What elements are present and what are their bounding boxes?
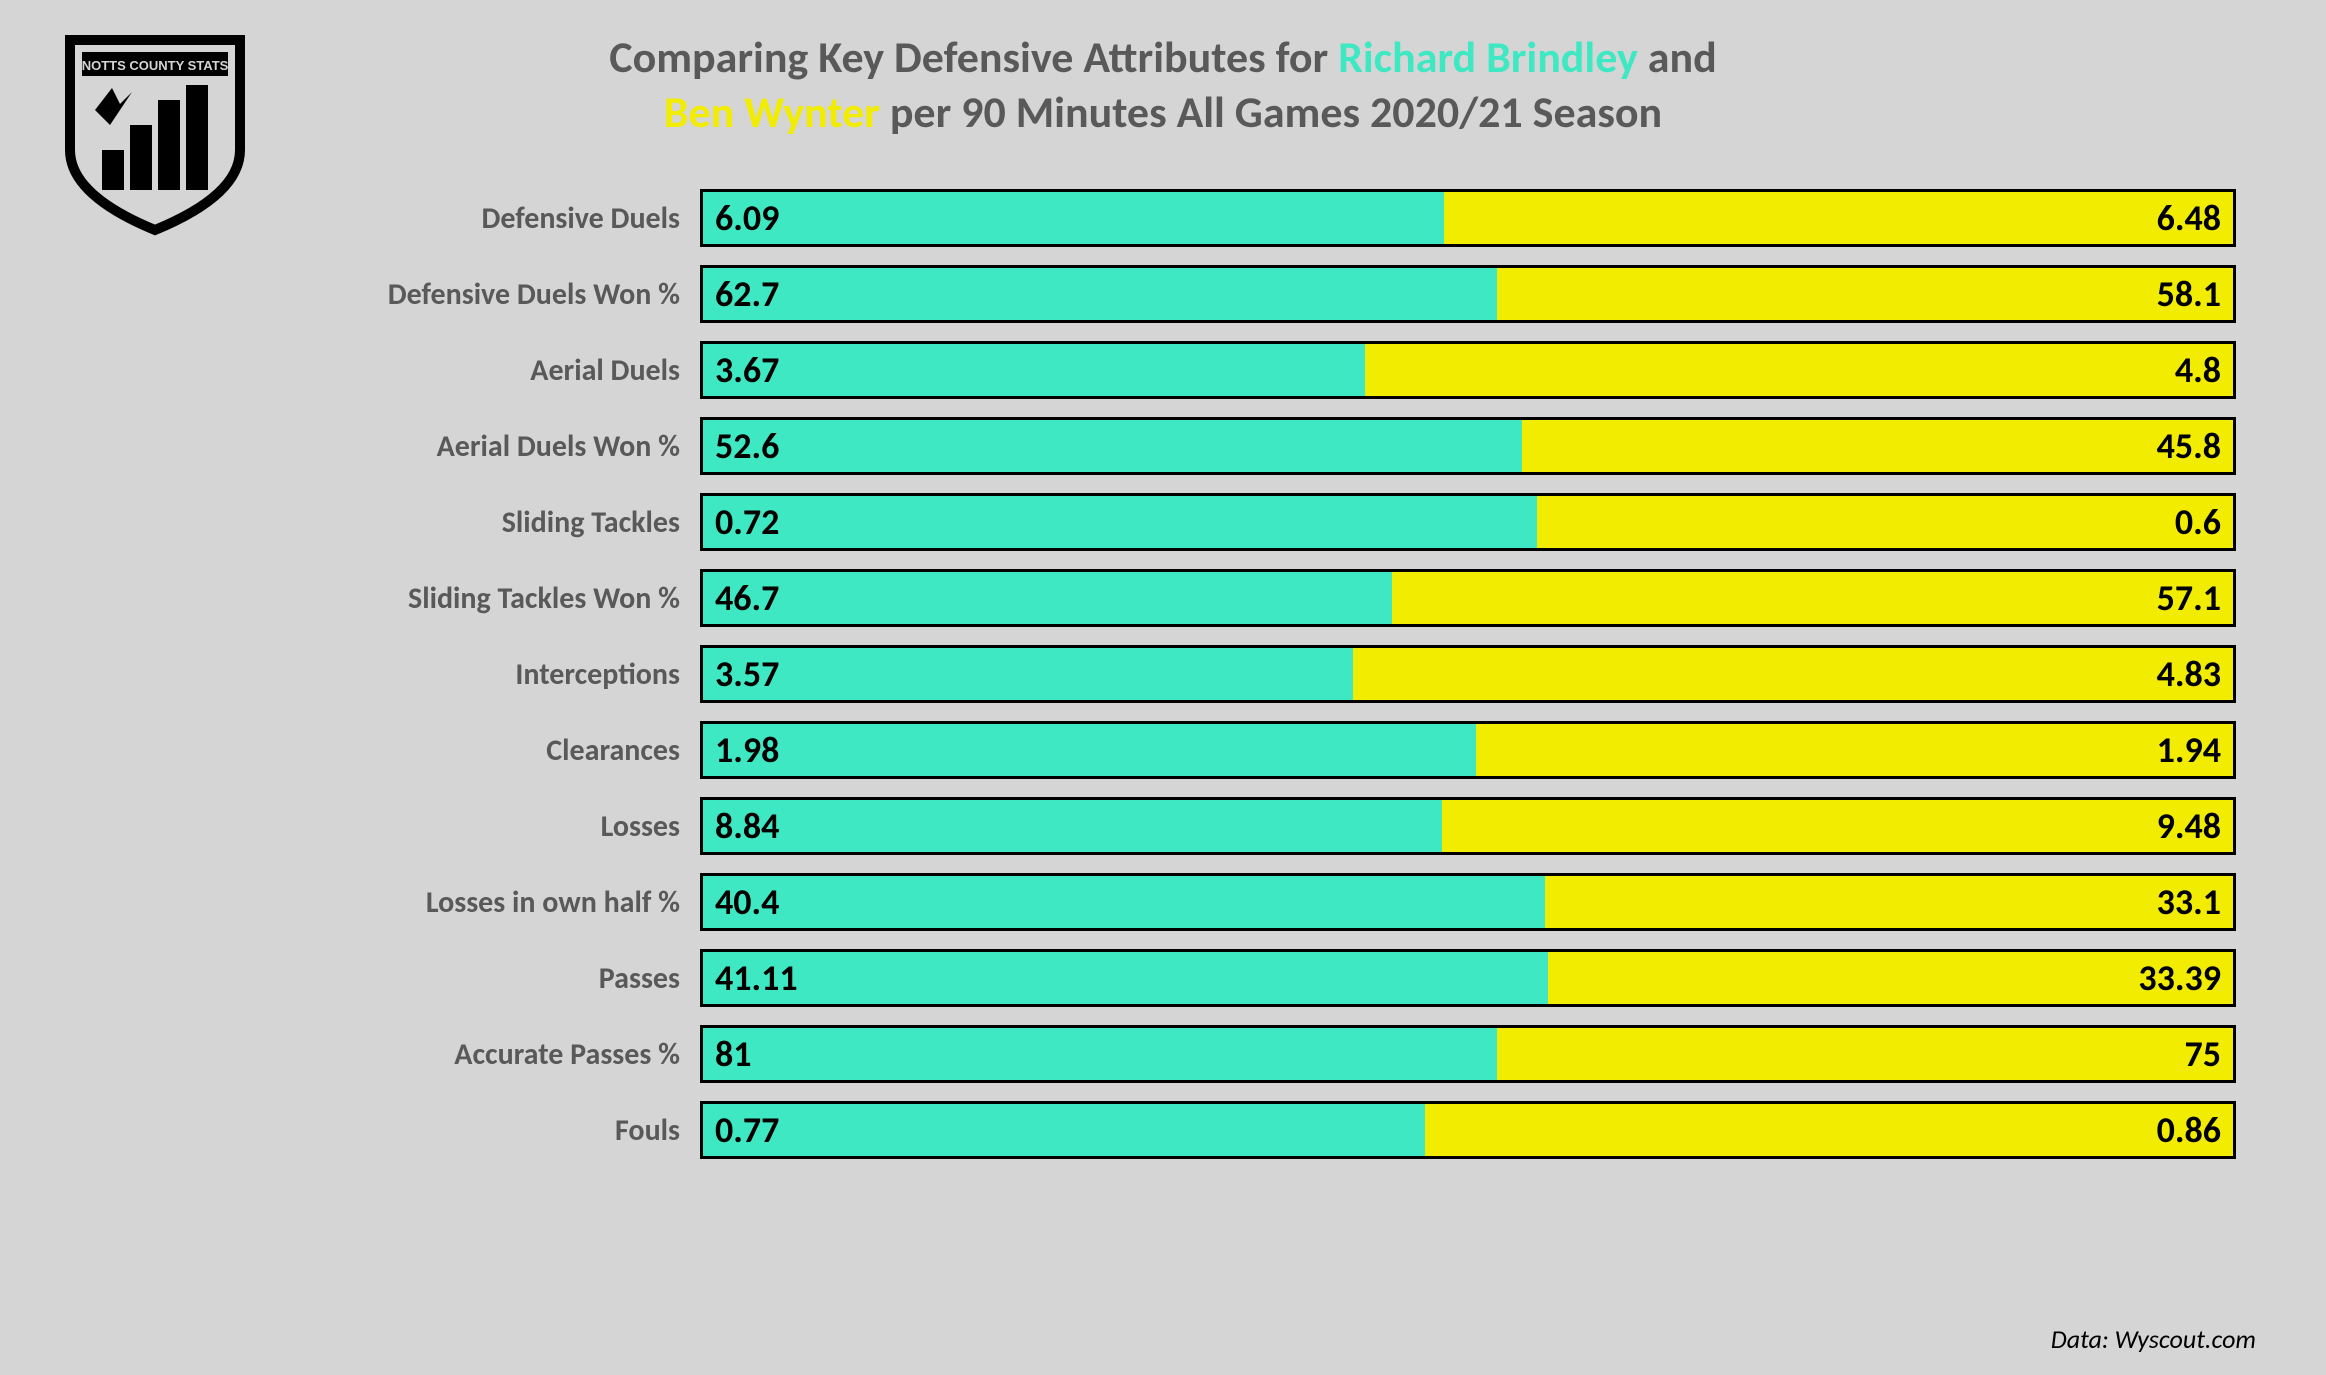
chart-title: Comparing Key Defensive Attributes for R… [213, 30, 2113, 140]
data-credit: Data: Wyscout.com [2051, 1323, 2256, 1355]
bar-segment-player-a: 40.4 [703, 876, 1545, 928]
metric-row: Losses8.849.48 [320, 788, 2236, 864]
metric-row: Passes41.1133.39 [320, 940, 2236, 1016]
bar-segment-player-a: 8.84 [703, 800, 1442, 852]
metric-label: Losses in own half % [320, 884, 700, 921]
metric-row: Aerial Duels3.674.8 [320, 332, 2236, 408]
metric-label: Aerial Duels [320, 352, 700, 389]
title-post: per 90 Minutes All Games 2020/21 Season [880, 85, 1662, 139]
bar-segment-player-b: 57.1 [1392, 572, 2234, 624]
bar: 0.720.6 [700, 493, 2236, 551]
title-pre: Comparing Key Defensive Attributes for [609, 30, 1338, 84]
bar-segment-player-a: 3.67 [703, 344, 1365, 396]
bar-segment-player-b: 6.48 [1444, 192, 2233, 244]
title-player-b: Ben Wynter [664, 85, 880, 139]
bar-segment-player-a: 46.7 [703, 572, 1392, 624]
bar-segment-player-b: 0.6 [1537, 496, 2233, 548]
metric-label: Sliding Tackles Won % [320, 580, 700, 617]
metric-label: Clearances [320, 732, 700, 769]
metric-label: Fouls [320, 1112, 700, 1149]
bar-segment-player-a: 52.6 [703, 420, 1522, 472]
metric-label: Defensive Duels Won % [320, 276, 700, 313]
bar-segment-player-b: 1.94 [1476, 724, 2233, 776]
metric-row: Defensive Duels6.096.48 [320, 180, 2236, 256]
bar: 46.757.1 [700, 569, 2236, 627]
metric-label: Passes [320, 960, 700, 997]
bar-segment-player-b: 0.86 [1425, 1104, 2233, 1156]
bar: 1.981.94 [700, 721, 2236, 779]
bar-segment-player-a: 6.09 [703, 192, 1444, 244]
metric-row: Clearances1.981.94 [320, 712, 2236, 788]
logo-badge: NOTTS COUNTY STATS [60, 30, 250, 240]
bar: 40.433.1 [700, 873, 2236, 931]
bar: 6.096.48 [700, 189, 2236, 247]
bar: 8.849.48 [700, 797, 2236, 855]
bar-segment-player-b: 4.8 [1365, 344, 2233, 396]
bar: 8175 [700, 1025, 2236, 1083]
bar: 62.758.1 [700, 265, 2236, 323]
metric-row: Accurate Passes %8175 [320, 1016, 2236, 1092]
bar-segment-player-a: 3.57 [703, 648, 1353, 700]
metric-label: Sliding Tackles [320, 504, 700, 541]
bar-segment-player-b: 33.1 [1545, 876, 2234, 928]
metric-row: Sliding Tackles0.720.6 [320, 484, 2236, 560]
chart-rows: Defensive Duels6.096.48Defensive Duels W… [320, 180, 2236, 1168]
bar-segment-player-a: 81 [703, 1028, 1497, 1080]
bar-segment-player-b: 58.1 [1497, 268, 2233, 320]
bar: 3.674.8 [700, 341, 2236, 399]
bar-segment-player-b: 4.83 [1353, 648, 2233, 700]
title-player-a: Richard Brindley [1338, 30, 1638, 84]
bar-segment-player-a: 62.7 [703, 268, 1497, 320]
metric-row: Interceptions3.574.83 [320, 636, 2236, 712]
bar-segment-player-a: 0.72 [703, 496, 1537, 548]
title-between: and [1638, 30, 1717, 84]
bar-segment-player-a: 1.98 [703, 724, 1476, 776]
metric-label: Losses [320, 808, 700, 845]
metric-row: Defensive Duels Won %62.758.1 [320, 256, 2236, 332]
metric-label: Aerial Duels Won % [320, 428, 700, 465]
metric-row: Losses in own half %40.433.1 [320, 864, 2236, 940]
bar: 0.770.86 [700, 1101, 2236, 1159]
bar: 52.645.8 [700, 417, 2236, 475]
metric-label: Interceptions [320, 656, 700, 693]
logo-text: NOTTS COUNTY STATS [82, 58, 229, 73]
bar-segment-player-b: 45.8 [1522, 420, 2233, 472]
page: NOTTS COUNTY STATS Comparing Key Defensi… [0, 0, 2326, 1375]
bar-segment-player-a: 41.11 [703, 952, 1548, 1004]
bar-segment-player-b: 9.48 [1442, 800, 2233, 852]
metric-row: Fouls0.770.86 [320, 1092, 2236, 1168]
bar-segment-player-b: 33.39 [1548, 952, 2233, 1004]
metric-label: Accurate Passes % [320, 1036, 700, 1073]
bar-segment-player-b: 75 [1497, 1028, 2233, 1080]
bar: 41.1133.39 [700, 949, 2236, 1007]
metric-row: Aerial Duels Won %52.645.8 [320, 408, 2236, 484]
bar-segment-player-a: 0.77 [703, 1104, 1425, 1156]
metric-label: Defensive Duels [320, 200, 700, 237]
logo-svg: NOTTS COUNTY STATS [60, 30, 250, 240]
metric-row: Sliding Tackles Won %46.757.1 [320, 560, 2236, 636]
bar: 3.574.83 [700, 645, 2236, 703]
